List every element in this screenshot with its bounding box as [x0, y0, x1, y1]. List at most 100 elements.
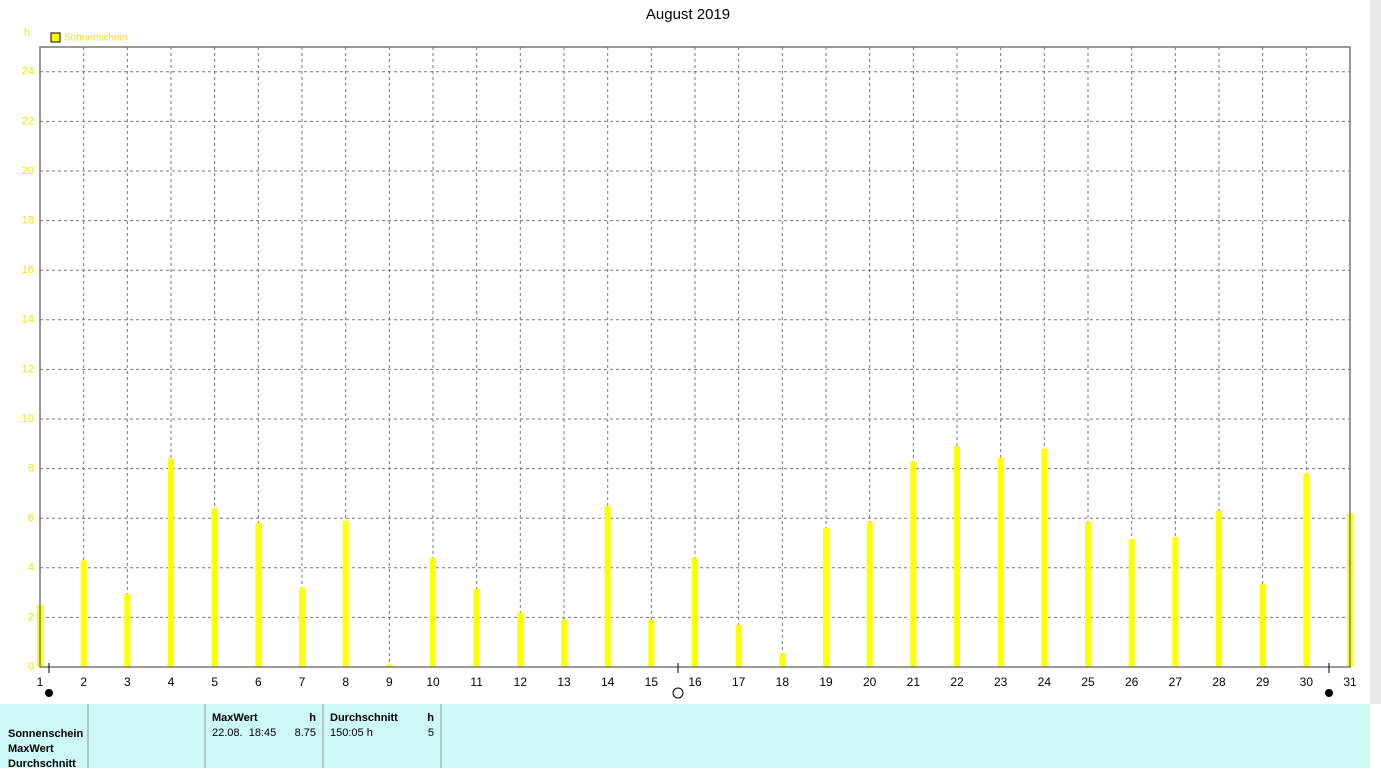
bar — [255, 523, 262, 667]
bars — [37, 446, 1353, 667]
bar — [1172, 536, 1179, 667]
y-tick-label: 16 — [22, 264, 34, 276]
bar — [954, 446, 960, 667]
avg-value: 5 — [428, 727, 434, 739]
x-tick-label: 16 — [688, 675, 702, 689]
bar — [1216, 510, 1222, 667]
bar — [692, 557, 698, 667]
max-time: 22.08. 18:45 — [212, 727, 276, 739]
bar — [1303, 473, 1310, 667]
y-tick-label: 10 — [22, 413, 34, 425]
column-header: Durchschnitt — [330, 712, 398, 724]
x-tick-label: 21 — [907, 675, 921, 689]
bar — [124, 593, 131, 667]
summary-panel — [0, 704, 1370, 768]
x-tick-label: 17 — [732, 675, 746, 689]
legend: Sonnenschein — [50, 32, 127, 44]
y-tick-label: 20 — [22, 165, 34, 177]
bar — [517, 612, 524, 667]
bar — [299, 587, 305, 667]
bar — [211, 508, 218, 667]
window-edge — [1370, 0, 1381, 704]
bar — [430, 557, 436, 667]
max-value: 8.75 — [295, 727, 316, 739]
bar — [342, 520, 349, 667]
x-tick-label: 22 — [950, 675, 964, 689]
y-tick-label: 24 — [22, 66, 34, 78]
x-tick-label: 31 — [1343, 675, 1357, 689]
x-tick-label: 28 — [1212, 675, 1226, 689]
y-tick-label: 12 — [22, 363, 34, 375]
bar — [604, 505, 611, 667]
chart-title: August 2019 — [646, 6, 730, 23]
y-axis-unit: h — [24, 27, 30, 39]
x-tick-label: 14 — [601, 675, 615, 689]
row-label: Durchschnitt — [8, 758, 76, 768]
y-tick-label: 18 — [22, 215, 34, 227]
x-tick-label: 20 — [863, 675, 877, 689]
grid — [39, 47, 1351, 668]
y-tick-label: 0 — [28, 661, 34, 673]
x-tick-label: 11 — [470, 675, 483, 689]
bar — [823, 528, 829, 667]
bar — [1085, 521, 1091, 667]
x-tick-label: 5 — [211, 675, 218, 689]
x-tick-label: 6 — [255, 675, 262, 689]
bar — [997, 457, 1004, 667]
y-tick-label: 2 — [28, 611, 34, 623]
legend-swatch — [50, 32, 61, 43]
y-tick-label: 4 — [28, 562, 34, 574]
bar — [386, 664, 393, 667]
bar — [648, 619, 655, 667]
x-tick-label: 30 — [1300, 675, 1314, 689]
x-tick-label: 19 — [819, 675, 833, 689]
x-tick-label: 3 — [124, 675, 131, 689]
bar — [168, 458, 174, 667]
x-tick-label: 25 — [1081, 675, 1095, 689]
x-tick-label: 4 — [168, 675, 175, 689]
x-tick-label: 18 — [776, 675, 790, 689]
x-tick-label: 12 — [514, 675, 528, 689]
bar — [735, 624, 742, 667]
column-unit: h — [427, 712, 434, 724]
y-tick-label: 14 — [22, 314, 34, 326]
bar — [80, 560, 87, 667]
bar — [473, 588, 480, 667]
row-label: Sonnenschein — [8, 728, 83, 740]
row-label: MaxWert — [8, 743, 54, 755]
y-tick-label: 22 — [22, 115, 34, 127]
moon-phase-icon — [45, 689, 53, 697]
x-tick-label: 8 — [342, 675, 349, 689]
bar — [1128, 539, 1135, 667]
x-tick-label: 9 — [386, 675, 393, 689]
plot-frame — [39, 46, 1351, 668]
x-tick-label: 29 — [1256, 675, 1270, 689]
moon-phase-icon — [1325, 689, 1333, 697]
x-tick-label: 27 — [1169, 675, 1183, 689]
bar — [1041, 448, 1048, 667]
x-tick-label: 15 — [645, 675, 659, 689]
x-tick-label: 24 — [1038, 675, 1052, 689]
x-tick-label: 10 — [426, 675, 440, 689]
y-tick-label: 8 — [28, 463, 34, 475]
column-unit: h — [309, 712, 316, 724]
x-tick-label: 2 — [80, 675, 87, 689]
column-header: MaxWert — [212, 712, 258, 724]
bar — [1259, 583, 1266, 667]
x-tick-label: 26 — [1125, 675, 1139, 689]
bar — [561, 619, 567, 667]
x-tick-label: 7 — [299, 675, 306, 689]
y-tick-label: 6 — [28, 512, 34, 524]
legend-label: Sonnenschein — [64, 33, 127, 44]
moon-phase-icon — [672, 687, 684, 699]
total-value: 150:05 h — [330, 727, 373, 739]
x-tick-label: 1 — [37, 675, 44, 689]
x-tick-label: 13 — [557, 675, 571, 689]
bar — [910, 461, 917, 667]
x-tick-label: 23 — [994, 675, 1008, 689]
bar — [779, 653, 786, 667]
